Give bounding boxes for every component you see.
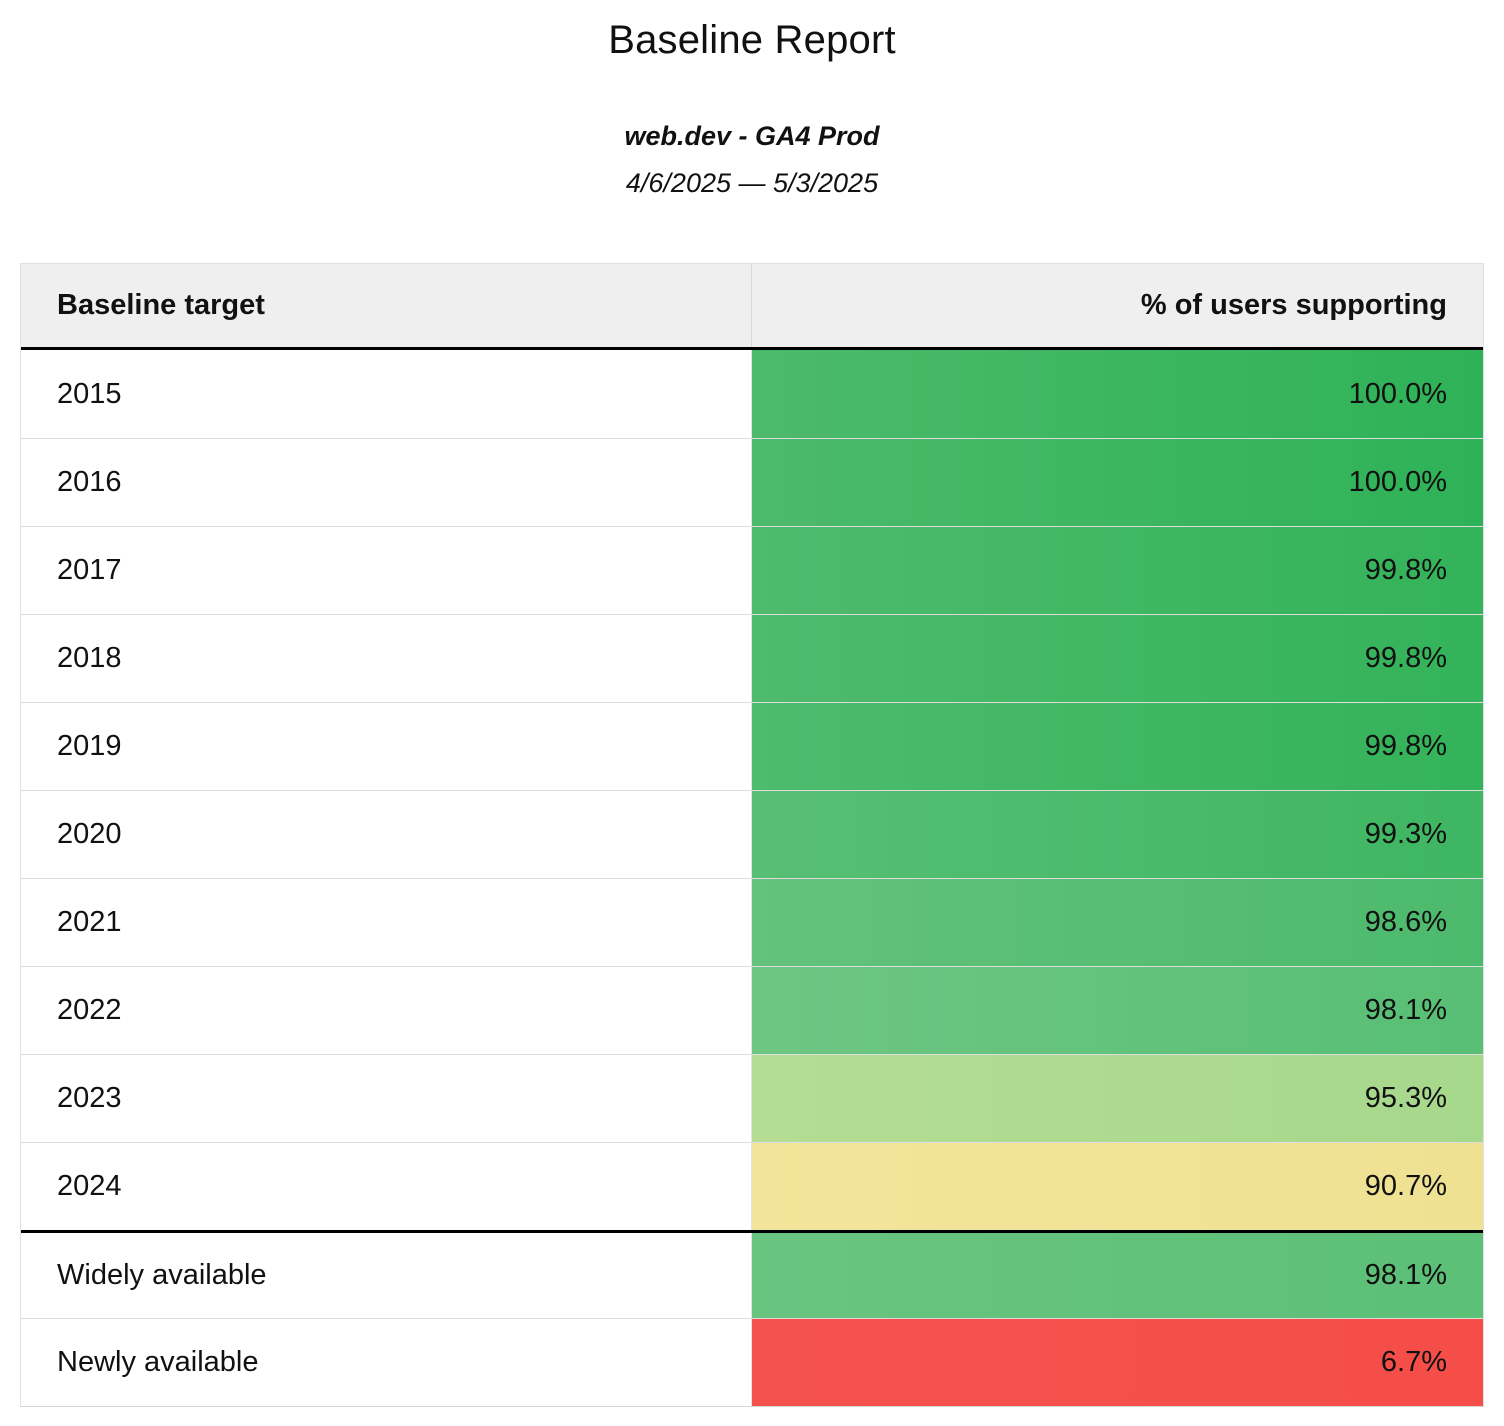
report-header: Baseline Report web.dev - GA4 Prod 4/6/2… — [0, 0, 1504, 199]
table-row: 2017 99.8% — [21, 526, 1483, 614]
table-row: 2019 99.8% — [21, 702, 1483, 790]
table-row: 2018 99.8% — [21, 614, 1483, 702]
table-row: Newly available 6.7% — [21, 1318, 1483, 1406]
table-row: 2022 98.1% — [21, 966, 1483, 1054]
table-row: 2021 98.6% — [21, 878, 1483, 966]
baseline-target-cell: 2020 — [21, 791, 752, 878]
table-row: 2024 90.7% — [21, 1142, 1483, 1230]
table-row: 2015 100.0% — [21, 350, 1483, 438]
column-header-percent-users: % of users supporting — [1140, 289, 1447, 321]
support-percentage-cell: 100.0% — [752, 439, 1483, 526]
baseline-target-cell: 2016 — [21, 439, 752, 526]
baseline-target-cell: 2015 — [21, 350, 752, 438]
support-percentage-cell: 99.8% — [752, 527, 1483, 614]
support-percentage-cell: 99.8% — [752, 703, 1483, 790]
support-percentage-cell: 98.1% — [752, 1233, 1483, 1318]
support-percentage-cell: 95.3% — [752, 1055, 1483, 1142]
baseline-target-cell: 2019 — [21, 703, 752, 790]
support-percentage-cell: 99.3% — [752, 791, 1483, 878]
report-subtitle: web.dev - GA4 Prod — [624, 121, 880, 151]
baseline-target-cell: Widely available — [21, 1233, 752, 1318]
support-percentage-cell: 99.8% — [752, 615, 1483, 702]
table-header-row: Baseline target % of users supporting — [21, 264, 1483, 350]
baseline-target-cell: 2021 — [21, 879, 752, 966]
support-percentage-cell: 6.7% — [752, 1319, 1483, 1406]
support-percentage-cell: 98.6% — [752, 879, 1483, 966]
baseline-target-cell: 2018 — [21, 615, 752, 702]
baseline-target-cell: 2024 — [21, 1143, 752, 1230]
baseline-target-cell: Newly available — [21, 1319, 752, 1406]
page-title: Baseline Report — [608, 18, 896, 62]
baseline-target-cell: 2022 — [21, 967, 752, 1054]
support-percentage-cell: 98.1% — [752, 967, 1483, 1054]
table-row: 2016 100.0% — [21, 438, 1483, 526]
table-row: Widely available 98.1% — [21, 1230, 1483, 1318]
support-percentage-cell: 100.0% — [752, 350, 1483, 438]
table-row: 2020 99.3% — [21, 790, 1483, 878]
table-body: 2015 100.0% 2016 100.0% 2017 99.8% 2018 99.8% 20… — [21, 350, 1483, 1406]
baseline-target-cell: 2017 — [21, 527, 752, 614]
support-percentage-cell: 90.7% — [752, 1143, 1483, 1230]
report-date-range: 4/6/2025 — 5/3/2025 — [625, 168, 879, 198]
column-header-baseline-target: Baseline target — [21, 264, 752, 347]
baseline-report-table: Baseline target % of users supporting 20… — [20, 263, 1484, 1407]
table-row: 2023 95.3% — [21, 1054, 1483, 1142]
baseline-target-cell: 2023 — [21, 1055, 752, 1142]
